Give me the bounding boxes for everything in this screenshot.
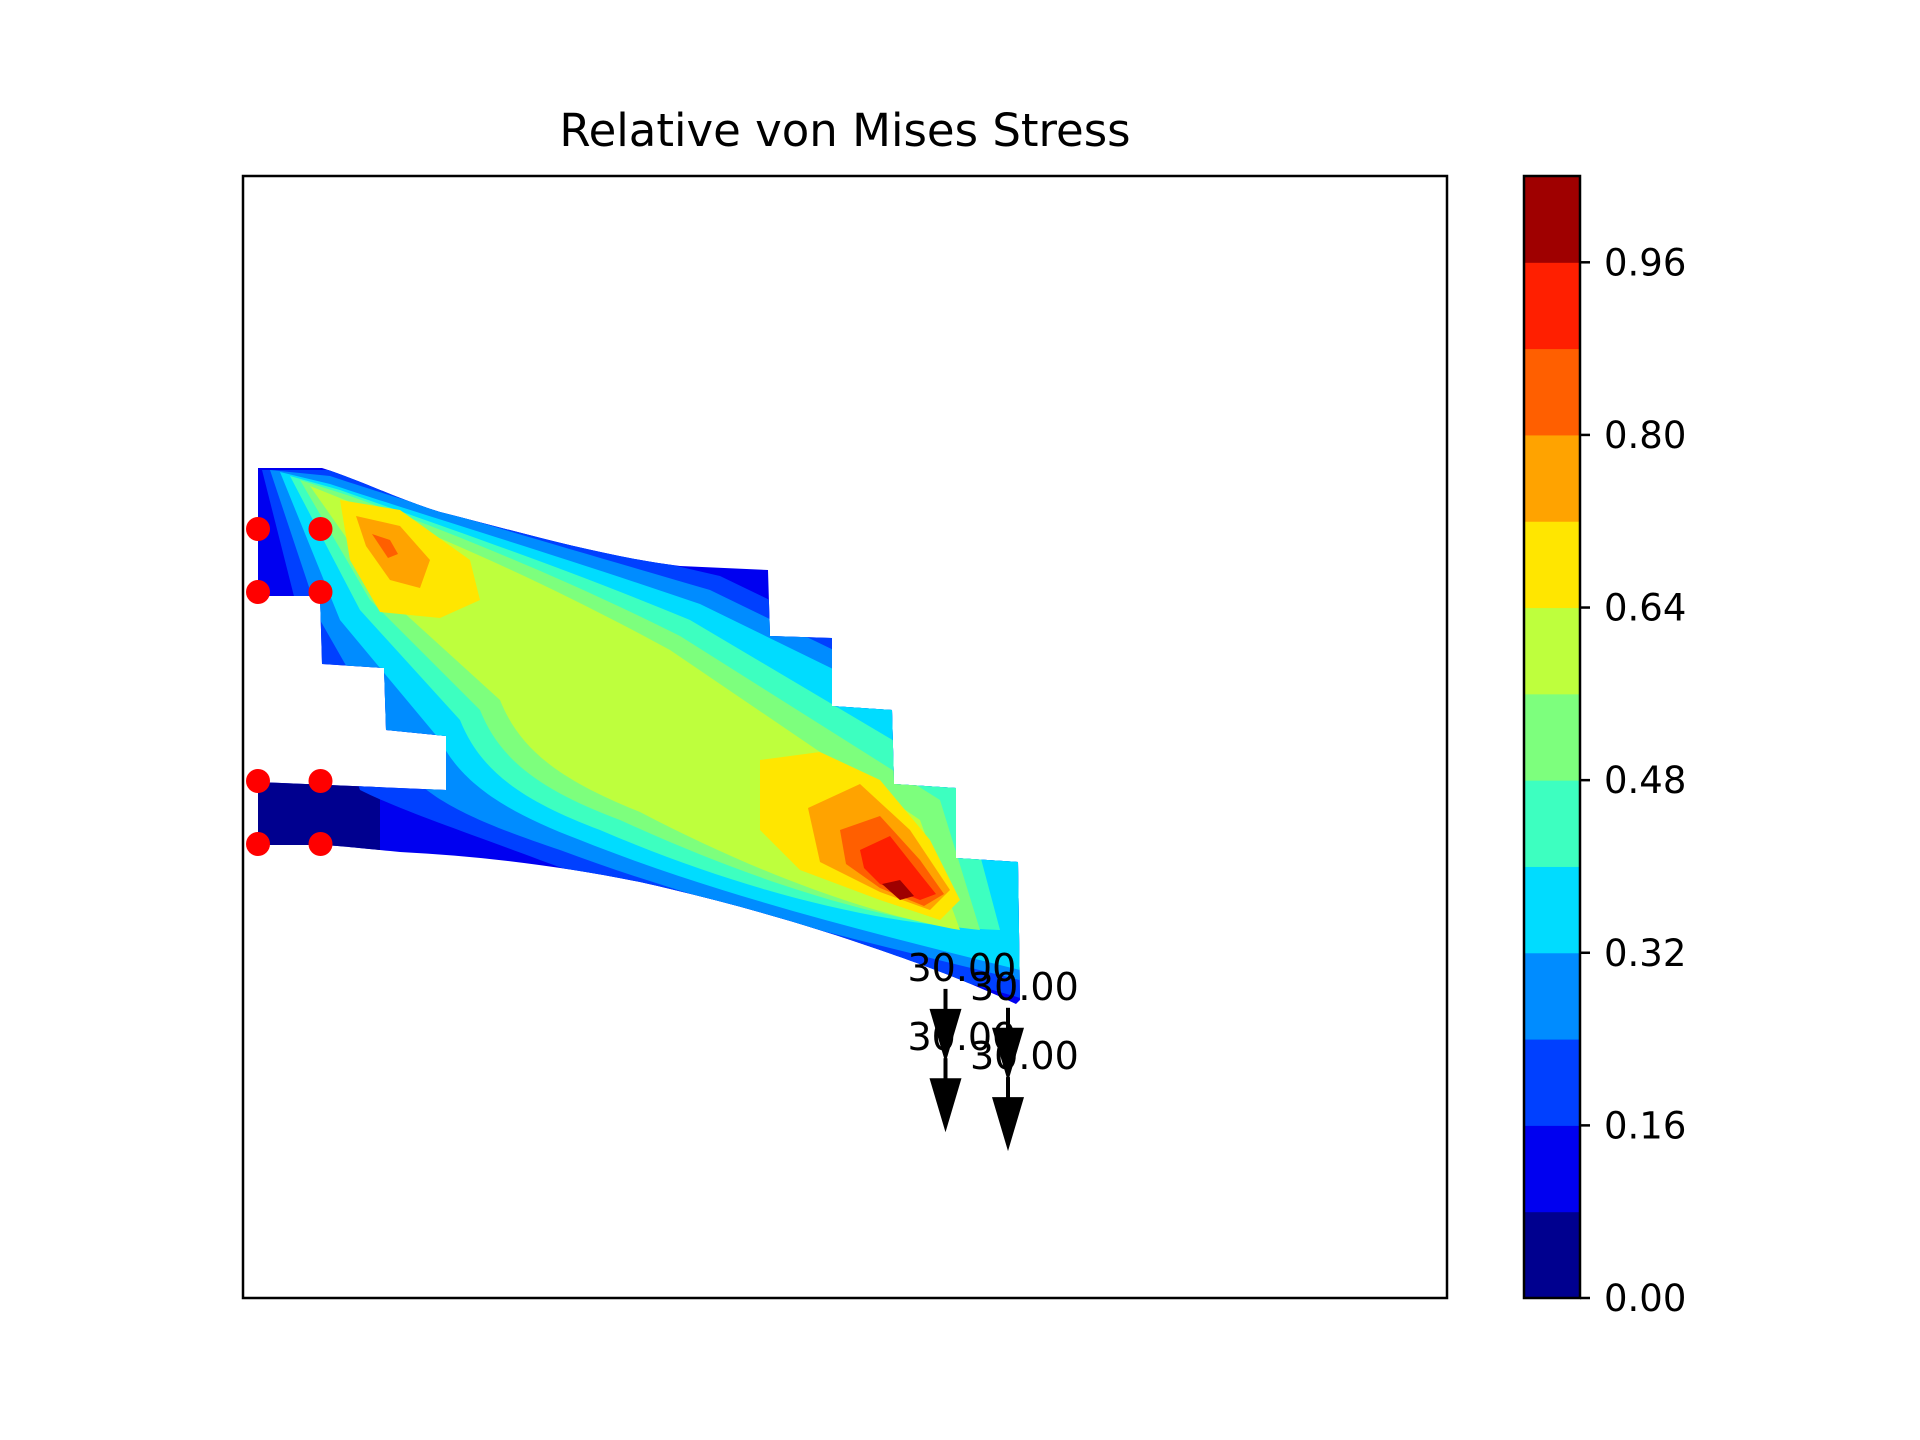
colorbar-band: [1524, 348, 1580, 436]
load-arrow-head: [992, 1097, 1024, 1152]
colorbar-band: [1524, 693, 1580, 781]
colorbar-tick-label: 0.80: [1604, 414, 1686, 457]
colorbar-band: [1524, 176, 1580, 263]
colorbar-band: [1524, 952, 1580, 1040]
chart-title: Relative von Mises Stress: [559, 104, 1130, 157]
load-label: 30.00: [908, 1015, 1017, 1059]
load-label: 30.00: [970, 965, 1079, 1009]
colorbar-band: [1524, 866, 1580, 954]
colorbar-tick-label: 0.16: [1604, 1104, 1686, 1147]
support-point: [308, 517, 333, 541]
colorbar-frame: [1522, 174, 1582, 1300]
support-point: [246, 517, 270, 541]
support-point: [246, 580, 270, 604]
support-point: [308, 580, 333, 604]
support-point: [308, 832, 333, 856]
colorbar-band: [1524, 262, 1580, 350]
load-arrow-head: [929, 1008, 962, 1063]
colorbar-band: [1524, 1125, 1580, 1213]
colorbar-band: [1524, 607, 1580, 695]
colorbar-tick-label: 0.48: [1604, 759, 1686, 802]
support-point: [246, 769, 270, 793]
load-arrow-head: [929, 1078, 962, 1133]
colorbar-band: [1524, 521, 1580, 609]
support-point: [308, 769, 333, 793]
colorbar-band: [1524, 1039, 1580, 1126]
colorbar-band: [1524, 780, 1580, 867]
colorbar-tick-label: 0.96: [1604, 241, 1686, 284]
load-arrow-head: [992, 1027, 1024, 1082]
load-label: 30.00: [970, 1034, 1079, 1078]
colorbar-tick-label: 0.32: [1604, 932, 1686, 975]
colorbar-band: [1524, 434, 1580, 522]
colorbar-band: [1524, 1211, 1580, 1299]
colorbar: 0.00 0.16 0.32 0.48 0.64 0.80 0.96: [1522, 174, 1686, 1320]
support-markers: [246, 517, 333, 856]
colorbar-tick-label: 0.00: [1604, 1277, 1686, 1320]
support-point: [246, 832, 270, 856]
load-label: 30.00: [908, 946, 1017, 990]
colorbar-tick-label: 0.64: [1604, 587, 1686, 630]
